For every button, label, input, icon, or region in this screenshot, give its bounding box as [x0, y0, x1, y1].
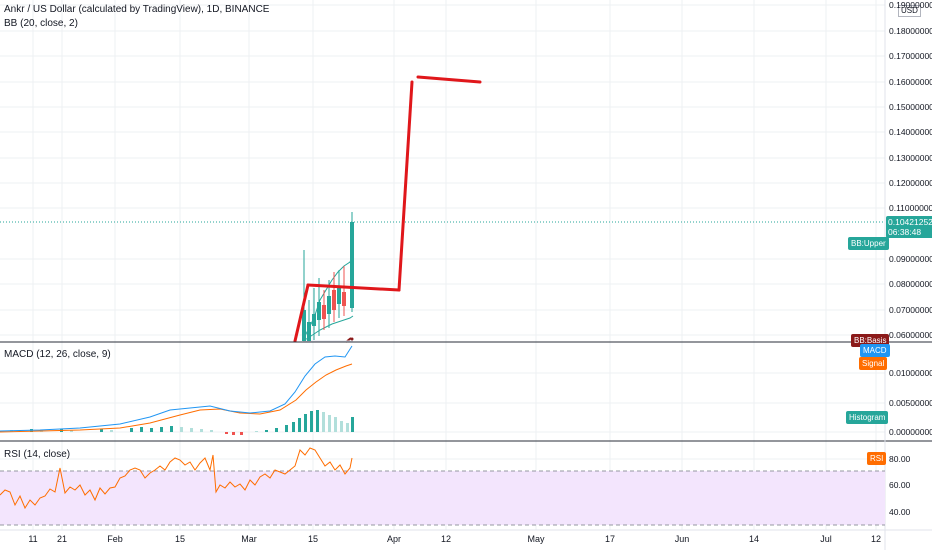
histogram-badge: Histogram — [846, 411, 889, 424]
price-tick: 0.19000000 — [889, 0, 932, 10]
rsi-badge: RSI — [867, 452, 887, 465]
signal-badge: Signal — [859, 357, 888, 370]
bar-countdown: 06:38:48 — [888, 227, 922, 237]
symbol-title[interactable]: Ankr / US Dollar (calculated by TradingV… — [4, 4, 270, 15]
last-price-label: 0.10421252 06:38:48 — [886, 216, 932, 238]
price-tick: 0.14000000 — [889, 127, 932, 137]
rsi-tick: 80.00 — [889, 454, 911, 464]
time-tick: 15 — [174, 534, 186, 544]
rsi-line — [0, 447, 353, 510]
price-tick: 0.17000000 — [889, 51, 932, 61]
time-tick: Mar — [241, 534, 257, 544]
time-tick: 14 — [748, 534, 760, 544]
time-tick: Jul — [820, 534, 832, 544]
macd-tick: 0.01000000 — [889, 368, 932, 378]
bb-legend[interactable]: BB (20, close, 2) — [4, 18, 78, 29]
macd-tick: 0.00000000 — [889, 427, 932, 437]
time-tick: 12 — [870, 534, 882, 544]
price-tick: 0.16000000 — [889, 77, 932, 87]
time-tick: 15 — [307, 534, 319, 544]
time-tick: Apr — [386, 534, 402, 544]
vertical-grid — [32, 0, 877, 530]
currency-button[interactable]: USD — [898, 5, 921, 17]
time-tick: May — [527, 534, 545, 544]
macd-histogram — [10, 410, 354, 435]
last-price-value: 0.10421252 — [888, 217, 932, 227]
price-tick: 0.15000000 — [889, 102, 932, 112]
price-tick: 0.09000000 — [889, 254, 932, 264]
macd-badge: MACD — [860, 344, 890, 357]
price-tick: 0.06000000 — [889, 330, 932, 340]
macd-line — [0, 345, 353, 432]
time-tick: 17 — [604, 534, 616, 544]
rsi-band — [0, 471, 885, 525]
rsi-tick: 40.00 — [889, 507, 911, 517]
bb-upper-badge: BB:Upper — [848, 237, 889, 250]
trend-drawing[interactable] — [293, 75, 482, 343]
price-tick: 0.07000000 — [889, 305, 932, 315]
rsi-legend[interactable]: RSI (14, close) — [4, 449, 71, 460]
time-tick: 12 — [440, 534, 452, 544]
horizontal-grid — [0, 4, 885, 513]
macd-legend[interactable]: MACD (12, 26, close, 9) — [4, 349, 111, 360]
drawing-handle[interactable] — [350, 337, 354, 341]
rsi-tick: 60.00 — [889, 480, 911, 490]
time-tick: Feb — [107, 534, 123, 544]
bb-basis-badge: BB:Basis — [851, 334, 890, 347]
time-tick: Jun — [674, 534, 690, 544]
price-tick: 0.18000000 — [889, 26, 932, 36]
price-tick: 0.08000000 — [889, 279, 932, 289]
price-tick: 0.11000000 — [889, 203, 932, 213]
time-tick: 21 — [56, 534, 68, 544]
price-tick: 0.13000000 — [889, 153, 932, 163]
macd-tick: 0.00500000 — [889, 398, 932, 408]
price-tick: 0.12000000 — [889, 178, 932, 188]
time-tick: 11 — [28, 534, 38, 544]
candlesticks — [302, 212, 354, 341]
